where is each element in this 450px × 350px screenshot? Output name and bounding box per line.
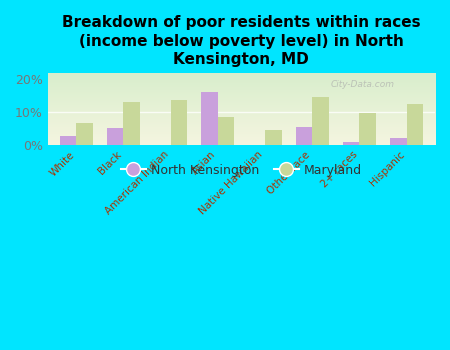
Text: City-Data.com: City-Data.com [330,80,395,89]
Bar [265,130,282,145]
Bar [360,113,376,145]
Bar [296,127,312,145]
Bar [407,104,423,145]
Bar [312,97,329,145]
Legend: North Kensington, Maryland: North Kensington, Maryland [116,159,367,182]
Bar [76,123,93,145]
Bar [107,128,123,145]
Bar [390,138,407,145]
Bar [218,117,234,145]
Bar [201,92,218,145]
Title: Breakdown of poor residents within races
(income below poverty level) in North
K: Breakdown of poor residents within races… [62,15,421,67]
Bar [59,136,76,145]
Bar [343,142,360,145]
Bar [171,100,187,145]
Bar [123,102,140,145]
